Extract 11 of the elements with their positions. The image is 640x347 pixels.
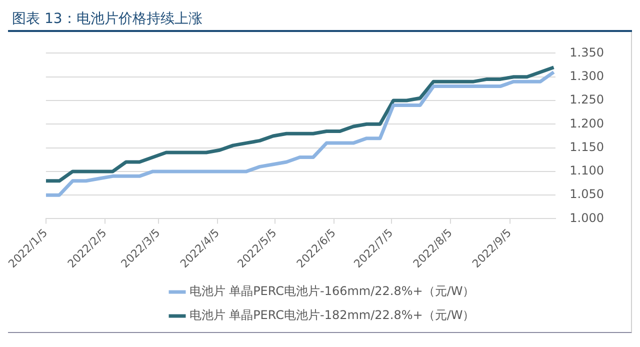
y-tick-label: 1.100 (570, 164, 604, 178)
legend-label: 电池片 单晶PERC电池片-182mm/22.8%+（元/W） (189, 308, 475, 322)
legend-label: 电池片 单晶PERC电池片-166mm/22.8%+（元/W） (189, 284, 475, 298)
y-tick-label: 1.000 (570, 210, 604, 225)
y-tick-label: 1.300 (570, 68, 604, 83)
y-tick-label: 1.350 (570, 45, 604, 60)
chart-title: 图表 13：电池片价格持续上涨 (8, 8, 632, 32)
y-tick-label: 1.200 (570, 116, 604, 130)
y-tick-label: 1.050 (570, 187, 604, 202)
y-tick-label: 1.250 (570, 92, 604, 107)
y-tick-label: 1.150 (570, 140, 604, 154)
